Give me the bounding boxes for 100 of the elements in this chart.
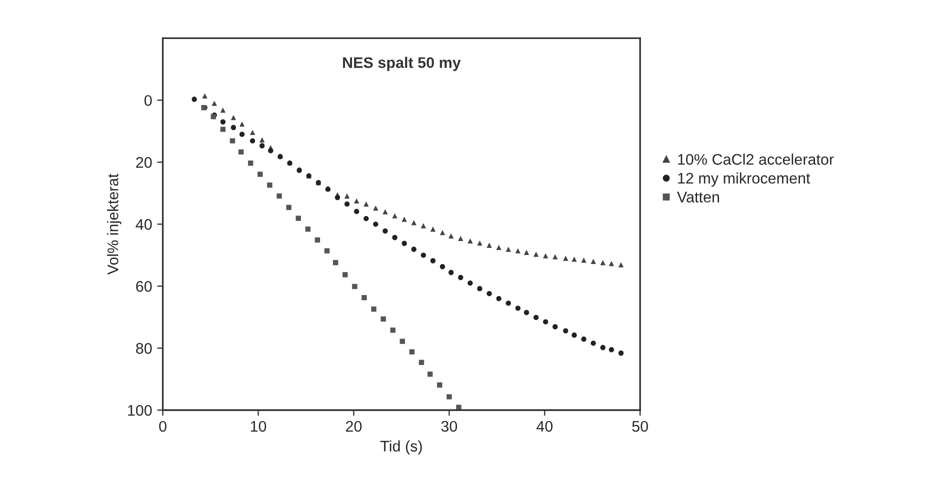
point (608, 347, 614, 352)
point (496, 296, 502, 302)
y-tick-label: 80 (136, 343, 152, 354)
point (286, 204, 292, 210)
point (515, 306, 521, 311)
point (230, 114, 236, 120)
point (202, 93, 208, 98)
point (259, 137, 265, 142)
point (220, 119, 226, 124)
point (258, 172, 263, 177)
point (420, 252, 426, 258)
point (477, 286, 482, 292)
point (344, 201, 350, 207)
point (267, 182, 272, 188)
x-tick-label: 20 (346, 420, 362, 432)
point (600, 260, 606, 266)
point (456, 404, 462, 410)
point (305, 226, 310, 232)
point (220, 126, 226, 132)
point (238, 149, 244, 155)
point (446, 394, 452, 400)
y-tick-label: 100 (128, 405, 152, 416)
point (314, 237, 320, 243)
point (212, 100, 217, 106)
point (524, 250, 530, 255)
point (427, 372, 433, 377)
point (400, 338, 406, 344)
point (477, 240, 482, 246)
point (332, 260, 338, 266)
x-tick-label: 30 (441, 420, 458, 432)
point (590, 258, 596, 264)
point (618, 350, 624, 356)
x-axis-title: Tid (s) (380, 440, 422, 455)
y-axis-title: Vol% injekterat (107, 174, 122, 275)
point (563, 328, 568, 334)
y-tick-label: 20 (136, 157, 152, 168)
point (259, 143, 265, 148)
point (515, 248, 521, 254)
point (192, 96, 197, 102)
point (250, 138, 256, 144)
x-tick-label: 10 (250, 420, 266, 432)
point (448, 270, 454, 276)
point (440, 264, 446, 270)
y-tick-label: 0 (144, 95, 152, 106)
point (437, 382, 442, 388)
point (371, 306, 376, 312)
point (334, 194, 340, 200)
point (430, 226, 436, 232)
point (411, 220, 416, 226)
point (230, 124, 236, 130)
point (390, 328, 396, 333)
point (392, 234, 398, 240)
x-tick-label: 40 (536, 420, 553, 432)
point (402, 240, 407, 246)
point (486, 242, 492, 248)
point (373, 222, 378, 227)
point (552, 254, 558, 260)
point (362, 295, 367, 300)
point (506, 300, 511, 306)
point (364, 216, 369, 222)
point (382, 209, 388, 214)
point (239, 121, 245, 127)
point (533, 252, 539, 257)
point (268, 148, 274, 154)
point (364, 201, 369, 207)
point (506, 246, 511, 252)
point (468, 280, 473, 286)
point (448, 233, 454, 239)
point (248, 160, 254, 166)
point (344, 193, 350, 199)
point (250, 130, 256, 136)
legend-label: Vatten (677, 192, 720, 202)
point (354, 198, 360, 204)
point (542, 253, 548, 258)
point (533, 314, 539, 320)
point (468, 238, 473, 244)
point (524, 310, 530, 316)
point (572, 256, 577, 262)
point (324, 248, 330, 254)
point (382, 228, 388, 234)
y-tick-label: 60 (136, 281, 152, 292)
point (230, 138, 236, 144)
point (458, 274, 464, 280)
point (590, 340, 596, 346)
point (409, 349, 415, 354)
point (354, 208, 360, 214)
point (608, 260, 614, 266)
x-tick-label: 50 (632, 420, 648, 432)
point (220, 108, 226, 113)
point (352, 284, 358, 290)
point (542, 319, 548, 324)
point (411, 246, 416, 252)
point (402, 216, 407, 222)
point (581, 258, 586, 263)
point (296, 216, 301, 221)
point (380, 316, 386, 322)
legend-label: 12 my mikrocement (678, 172, 810, 187)
point (420, 223, 426, 228)
point (496, 244, 502, 250)
point (373, 205, 378, 211)
